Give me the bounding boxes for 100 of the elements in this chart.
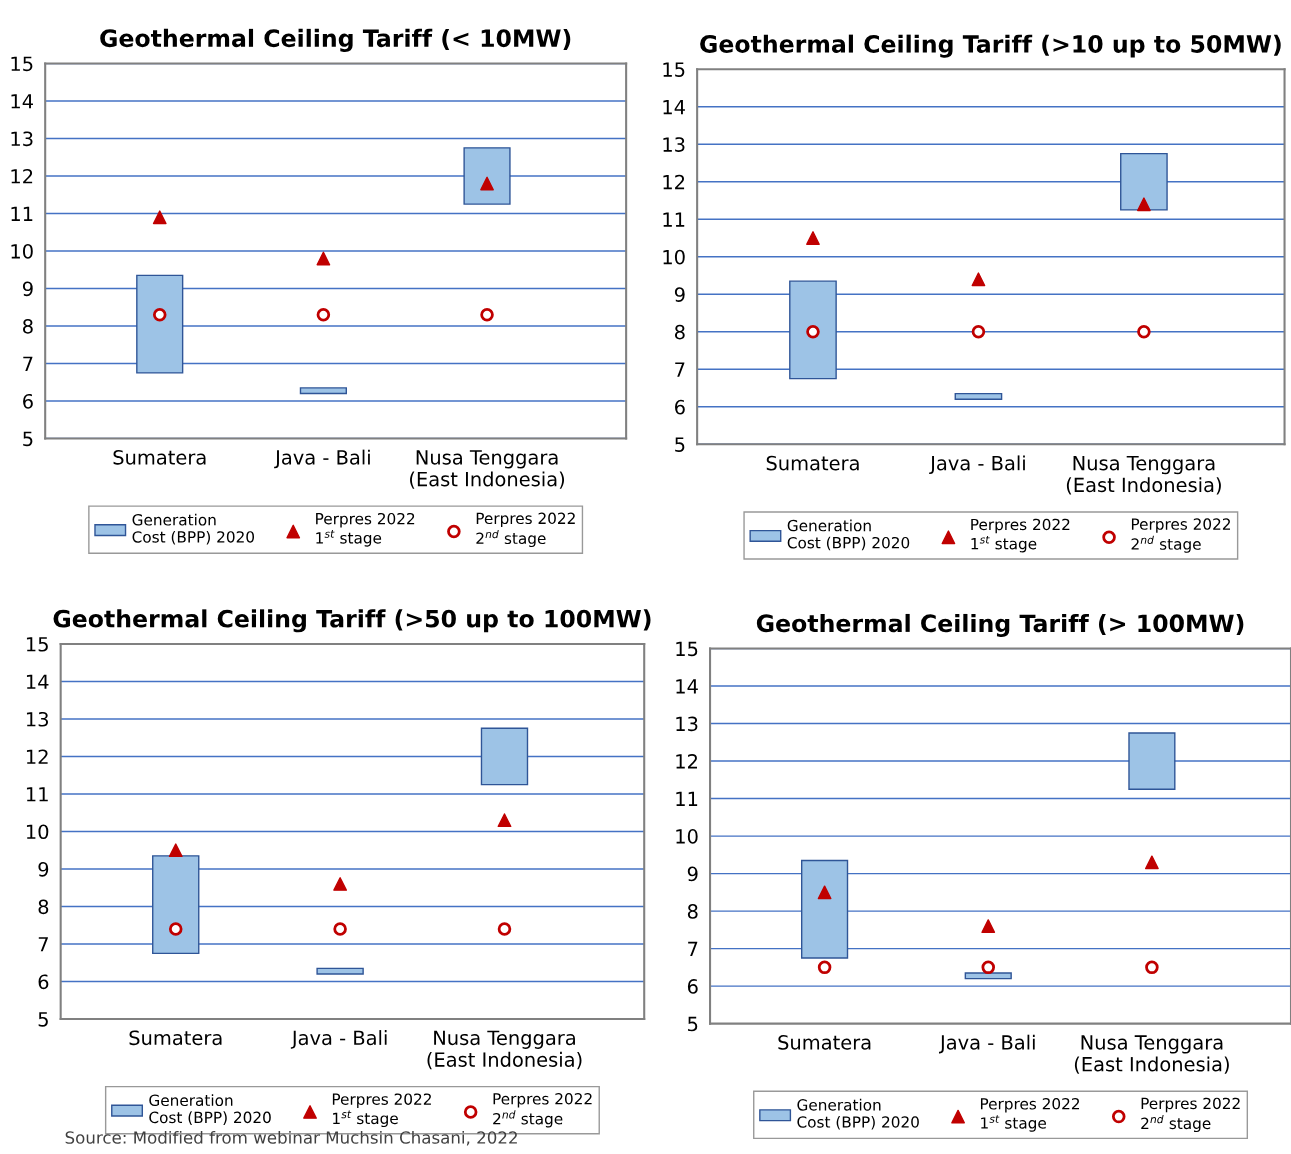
x-tick-label: Java - Bali [929, 455, 1025, 475]
y-tick-label: 5 [38, 1012, 48, 1027]
y-tick-label: 8 [23, 318, 33, 334]
y-tick-label: 12 [11, 168, 33, 184]
chart-title: Geothermal Ceiling Tariff (>10 up to 50MW) [700, 34, 1281, 58]
y-tick-label: 10 [11, 243, 33, 259]
x-tick-label: Sumatera [113, 449, 206, 465]
point [152, 307, 167, 322]
y-tick-label: 5 [675, 437, 685, 452]
x-tick-label: Sumatera [778, 1035, 871, 1050]
point [817, 960, 832, 975]
legend-label: Generation Cost (BPP) 2020 [797, 1098, 919, 1130]
legend-label: Perpres 2022 2$^{nd}$ stage [1131, 518, 1230, 553]
point [333, 922, 347, 936]
y-tick-label: 12 [26, 749, 48, 764]
y-tick-label: 14 [11, 94, 33, 109]
y-tick-label: 10 [676, 829, 698, 844]
legend-label: Perpres 2022 2$^{nd}$ stage [1141, 1097, 1240, 1133]
bar [299, 387, 347, 395]
y-tick-label: 14 [663, 99, 685, 115]
point [981, 960, 996, 975]
x-tick-label: Nusa Tenggara (East Indonesia) [427, 1030, 582, 1070]
y-tick-label: 6 [38, 974, 49, 990]
y-tick-label: 8 [687, 904, 698, 919]
bar [789, 280, 837, 380]
bar [152, 855, 200, 955]
y-tick-label: 13 [676, 716, 698, 732]
chart-title: Geothermal Ceiling Tariff (> 100MW) [756, 613, 1244, 637]
y-tick-label: 13 [11, 131, 33, 147]
y-tick-label: 15 [663, 62, 685, 77]
y-tick-label: 12 [676, 754, 697, 769]
bar [800, 859, 849, 959]
point [1137, 325, 1151, 339]
legend-label: Perpres 2022 1$^{st}$ stage [980, 1097, 1080, 1132]
y-tick-label: 14 [676, 679, 698, 694]
chart-title: Geothermal Ceiling Tariff (>50 up to 100MW) [53, 609, 651, 633]
y-tick-label: 9 [22, 281, 33, 297]
y-tick-label: 10 [26, 824, 49, 840]
point [168, 843, 183, 858]
point [497, 813, 512, 828]
bar [1120, 152, 1168, 211]
y-tick-label: 13 [26, 711, 49, 727]
y-tick-label: 11 [663, 212, 685, 227]
source-note: Source: Modified from webinar Muchsin Chasani, 2022 [65, 1130, 517, 1146]
y-tick-label: 9 [687, 866, 698, 882]
y-tick-label: 13 [663, 137, 685, 152]
y-tick-label: 6 [675, 399, 685, 415]
y-tick-label: 9 [38, 861, 49, 877]
y-tick-label: 11 [676, 791, 698, 806]
y-tick-label: 7 [23, 356, 33, 371]
legend-label: Generation Cost (BPP) 2020 [149, 1094, 271, 1125]
point [817, 885, 832, 900]
y-tick-label: 7 [688, 941, 698, 956]
x-tick-label: Java - Bali [938, 1034, 1035, 1054]
y-tick-label: 11 [11, 206, 33, 221]
legend-label: Perpres 2022 2$^{nd}$ stage [476, 512, 575, 548]
y-tick-label: 6 [23, 393, 33, 409]
legend-label: Perpres 2022 2$^{nd}$ stage [493, 1093, 592, 1128]
point [497, 922, 512, 936]
bar [964, 972, 1012, 980]
y-tick-label: 7 [675, 362, 685, 377]
point [333, 877, 348, 891]
point [1145, 960, 1159, 975]
point [971, 325, 986, 339]
y-tick-label: 5 [688, 1016, 698, 1032]
y-tick-label: 10 [663, 249, 685, 265]
bar [136, 274, 184, 374]
x-tick-label: Nusa Tenggara (East Indonesia) [410, 450, 565, 489]
y-tick-label: 15 [26, 637, 48, 652]
point [316, 307, 331, 322]
point [1144, 855, 1159, 870]
x-tick-label: Java - Bali [290, 1030, 387, 1049]
x-tick-label: Java - Bali [274, 449, 370, 469]
point [806, 231, 820, 245]
y-tick-label: 6 [687, 979, 698, 994]
y-tick-label: 9 [674, 287, 685, 302]
legend-label: Generation Cost (BPP) 2020 [132, 513, 255, 545]
chart-title: Geothermal Ceiling Tariff (< 10MW) [100, 28, 571, 52]
bar [954, 392, 1003, 400]
bar [480, 727, 529, 786]
point [981, 919, 996, 933]
point [971, 272, 986, 287]
y-tick-label: 8 [38, 899, 49, 915]
legend-label: Perpres 2022 1$^{st}$ stage [316, 512, 415, 547]
legend-label: Generation Cost (BPP) 2020 [787, 519, 910, 551]
x-tick-label: Sumatera [766, 455, 859, 471]
legend-label: Perpres 2022 1$^{st}$ stage [971, 518, 1070, 553]
point [480, 307, 494, 322]
bar [316, 967, 364, 975]
legend-label: Perpres 2022 1$^{st}$ stage [332, 1093, 431, 1128]
bar [1128, 732, 1176, 790]
point [1136, 197, 1151, 212]
point [168, 922, 183, 936]
point [316, 251, 331, 266]
y-tick-label: 14 [26, 674, 49, 689]
point [152, 210, 167, 225]
x-tick-label: Nusa Tenggara (East Indonesia) [1066, 456, 1221, 495]
x-tick-label: Nusa Tenggara (East Indonesia) [1074, 1035, 1229, 1074]
y-tick-label: 5 [23, 431, 33, 447]
y-tick-label: 7 [38, 937, 48, 952]
